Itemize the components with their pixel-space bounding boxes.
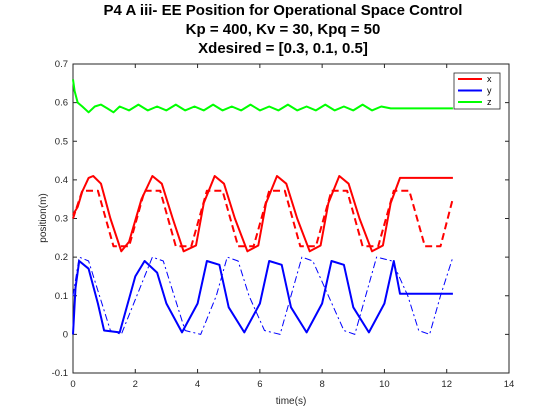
x-tick-label: 14 [504,379,515,390]
chart-title-line-1: P4 A iii- EE Position for Operational Sp… [104,2,463,19]
legend-label-y: y [487,86,492,96]
y-tick-label: 0.6 [55,98,68,109]
y-tick-label: 0.2 [55,252,68,263]
y-tick-label: 0 [63,329,68,340]
y-tick-label: 0.1 [55,291,68,302]
series-line-y [72,260,453,335]
y-tick-label: 0.5 [55,136,68,147]
y-tick-label: 0.3 [55,214,68,225]
x-tick-label: 12 [441,379,452,390]
x-tick-label: 0 [70,379,75,390]
x-tick-label: 6 [257,379,262,390]
chart-title-line-2: Kp = 400, Kv = 30, Kpq = 50 [186,21,381,38]
chart-title-line-3: Xdesired = [0.3, 0.1, 0.5] [198,40,368,57]
chart-title: P4 A iii- EE Position for Operational Sp… [104,2,463,57]
x-tick-label: 8 [319,379,324,390]
x-tick-label: 4 [195,379,200,390]
series-line-reference-1 [72,189,454,248]
y-axis-label: position(m) [38,193,49,242]
y-tick-label: 0.4 [55,175,68,186]
series-line-reference-3 [72,256,454,335]
series-line-x [72,175,453,253]
x-tick-label: 2 [133,379,138,390]
plot-area [72,63,510,374]
x-axis-label: time(s) [276,396,307,407]
y-tick-label: 0.7 [55,59,68,70]
legend: xyz [453,72,501,110]
series-layer [72,79,454,335]
legend-label-x: x [487,74,492,84]
y-tick-label: -0.1 [52,368,68,379]
legend-label-z: z [487,97,492,107]
axis-ticks: 0 2 4 6 8 10 12 14-0.100.10.20.30.40.50.60.7 [52,59,515,390]
x-tick-label: 10 [379,379,390,390]
series-line-z [72,79,453,114]
